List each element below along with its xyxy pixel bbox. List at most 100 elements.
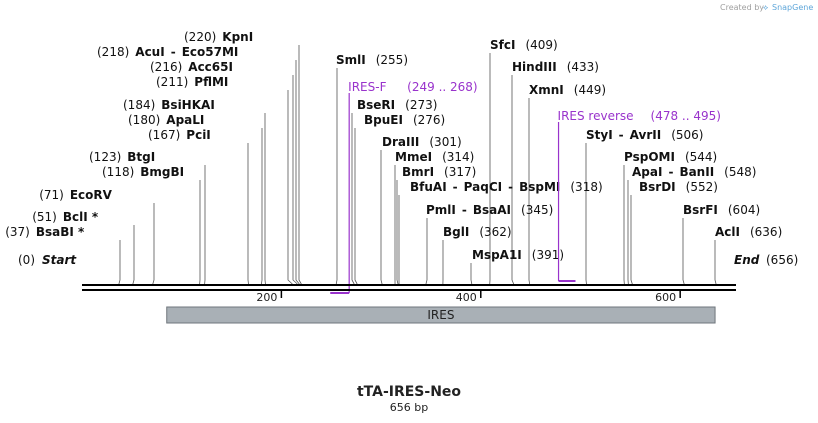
apai-label[interactable]: ApaI - BanII (548): [632, 165, 756, 179]
bfuai-position: (318): [570, 180, 602, 194]
bspmi-name: BspMI: [519, 180, 560, 194]
bseri-site-line: [351, 113, 355, 285]
hindiii-label[interactable]: HindIII (433): [512, 60, 599, 74]
acui-name: AcuI: [135, 45, 164, 59]
bsihkai-name: BsiHKAI: [161, 98, 215, 112]
bsrfi-position: (604): [728, 203, 760, 217]
sfci-position: (409): [525, 38, 557, 52]
bsabi-label[interactable]: (37) BsaBI *: [5, 225, 85, 239]
mspa1i-position: (391): [532, 248, 564, 262]
pspomi-position: (544): [685, 150, 717, 164]
btgi-label[interactable]: (123) BtgI: [89, 150, 155, 164]
kpni-name: KpnI: [222, 30, 253, 44]
xmni-name: XmnI: [529, 83, 564, 97]
mspa1i-site-line: [470, 263, 473, 285]
credit-brand: SnapGene: [772, 3, 813, 12]
mspa1i-name: MspA1I: [472, 248, 522, 262]
smli-label[interactable]: SmlI (255): [336, 53, 408, 67]
pmli-name: PmlI: [426, 203, 456, 217]
mspa1i-label[interactable]: MspA1I (391): [472, 248, 564, 262]
mmei-position: (314): [442, 150, 474, 164]
bsabi-name: BsaBI *: [36, 225, 85, 239]
mmei-name: MmeI: [395, 150, 432, 164]
bmgbi-label[interactable]: (118) BmgBI: [102, 165, 184, 179]
eco57mi-name: Eco57MI: [182, 45, 239, 59]
pmli-position: (345): [521, 203, 553, 217]
acui-label[interactable]: (218) AcuI - Eco57MI: [97, 45, 238, 59]
acli-label[interactable]: AclI (636): [715, 225, 782, 239]
bsihkai-label[interactable]: (184) BsiHKAI: [123, 98, 215, 112]
bgli-label[interactable]: BglI (362): [443, 225, 512, 239]
bsrfi-name: BsrFI: [683, 203, 718, 217]
hindiii-site-line: [511, 75, 515, 285]
apali-label[interactable]: (180) ApaLI: [128, 113, 204, 127]
apali-position: (180): [128, 113, 160, 127]
acc65i-label[interactable]: (216) Acc65I: [150, 60, 233, 74]
bseri-name: BseRI: [357, 98, 395, 112]
start-position: (0): [18, 253, 35, 267]
draiii-site-line: [380, 150, 383, 285]
bseri-label[interactable]: BseRI (273): [357, 98, 437, 112]
end-pos-text: (656): [766, 253, 798, 267]
banii-name: BanII: [679, 165, 714, 179]
avrii-name: AvrII: [630, 128, 662, 142]
pspomi-label[interactable]: PspOMI (544): [624, 150, 717, 164]
bpuei-site-line: [354, 128, 358, 285]
bcli-label[interactable]: (51) BclI *: [32, 210, 99, 224]
apai-position: (548): [724, 165, 756, 179]
bpuei-label[interactable]: BpuEI (276): [364, 113, 445, 127]
ecorv-position: (71): [39, 188, 64, 202]
bsrdi-label[interactable]: BsrDI (552): [639, 180, 718, 194]
acli-position: (636): [750, 225, 782, 239]
xmni-label[interactable]: XmnI (449): [529, 83, 606, 97]
btgi-position: (123): [89, 150, 121, 164]
kpni-site-line: [298, 45, 302, 285]
mmei-label[interactable]: MmeI (314): [395, 150, 474, 164]
bmri-name: BmrI: [402, 165, 434, 179]
pcii-label[interactable]: (167) PciI: [148, 128, 211, 142]
apai-name: ApaI: [632, 165, 662, 179]
start-pos-text: (0): [18, 253, 35, 267]
styi-label[interactable]: StyI - AvrII (506): [586, 128, 703, 142]
sfci-label[interactable]: SfcI (409): [490, 38, 558, 52]
tick-label-600: 600: [655, 291, 676, 304]
btgi-name: BtgI: [127, 150, 155, 164]
separator: -: [462, 203, 467, 217]
bfuai-label[interactable]: BfuAI - PaqCI - BspMI (318): [410, 180, 603, 194]
start-label: Start: [42, 253, 77, 267]
bsrfi-label[interactable]: BsrFI (604): [683, 203, 760, 217]
ires-feature[interactable]: [166, 306, 716, 324]
pcii-position: (167): [148, 128, 180, 142]
ires-f-primer-name: IRES-F: [348, 80, 386, 94]
acli-name: AclI: [715, 225, 740, 239]
ecorv-label[interactable]: (71) EcoRV: [39, 188, 112, 202]
map-title: tTA-IRES-Neo: [357, 384, 461, 400]
styi-name: StyI: [586, 128, 613, 142]
site-lines: [118, 45, 717, 285]
site-labels: (37) BsaBI *(51) BclI * (71) EcoRV (118) BmgBI…: [5, 30, 782, 262]
pflmi-label[interactable]: (211) PflMI: [156, 75, 228, 89]
bpuei-position: (276): [413, 113, 445, 127]
separator: -: [668, 165, 673, 179]
bsrdi-position: (552): [686, 180, 718, 194]
pflmi-site-line: [287, 90, 293, 285]
bsaai-name: BsaAI: [473, 203, 511, 217]
bcli-site-line: [132, 225, 135, 285]
acc65i-site-line: [292, 75, 298, 285]
apali-site-line: [261, 128, 263, 285]
pmli-label[interactable]: PmlI - BsaAI (345): [426, 203, 553, 217]
pflmi-name: PflMI: [194, 75, 228, 89]
acc65i-position: (216): [150, 60, 182, 74]
bseri-position: (273): [405, 98, 437, 112]
bmri-label[interactable]: BmrI (317): [402, 165, 476, 179]
smli-position: (255): [376, 53, 408, 67]
paqci-name: PaqCI: [464, 180, 502, 194]
kpni-label[interactable]: (220) KpnI: [184, 30, 253, 44]
draiii-label[interactable]: DraIII (301): [382, 135, 462, 149]
ires-reverse-primer-name: IRES reverse: [558, 109, 634, 123]
acui-site-line: [295, 60, 300, 285]
bsabi-site-line: [118, 240, 121, 285]
styi-position: (506): [671, 128, 703, 142]
bgli-name: BglI: [443, 225, 469, 239]
pflmi-position: (211): [156, 75, 188, 89]
